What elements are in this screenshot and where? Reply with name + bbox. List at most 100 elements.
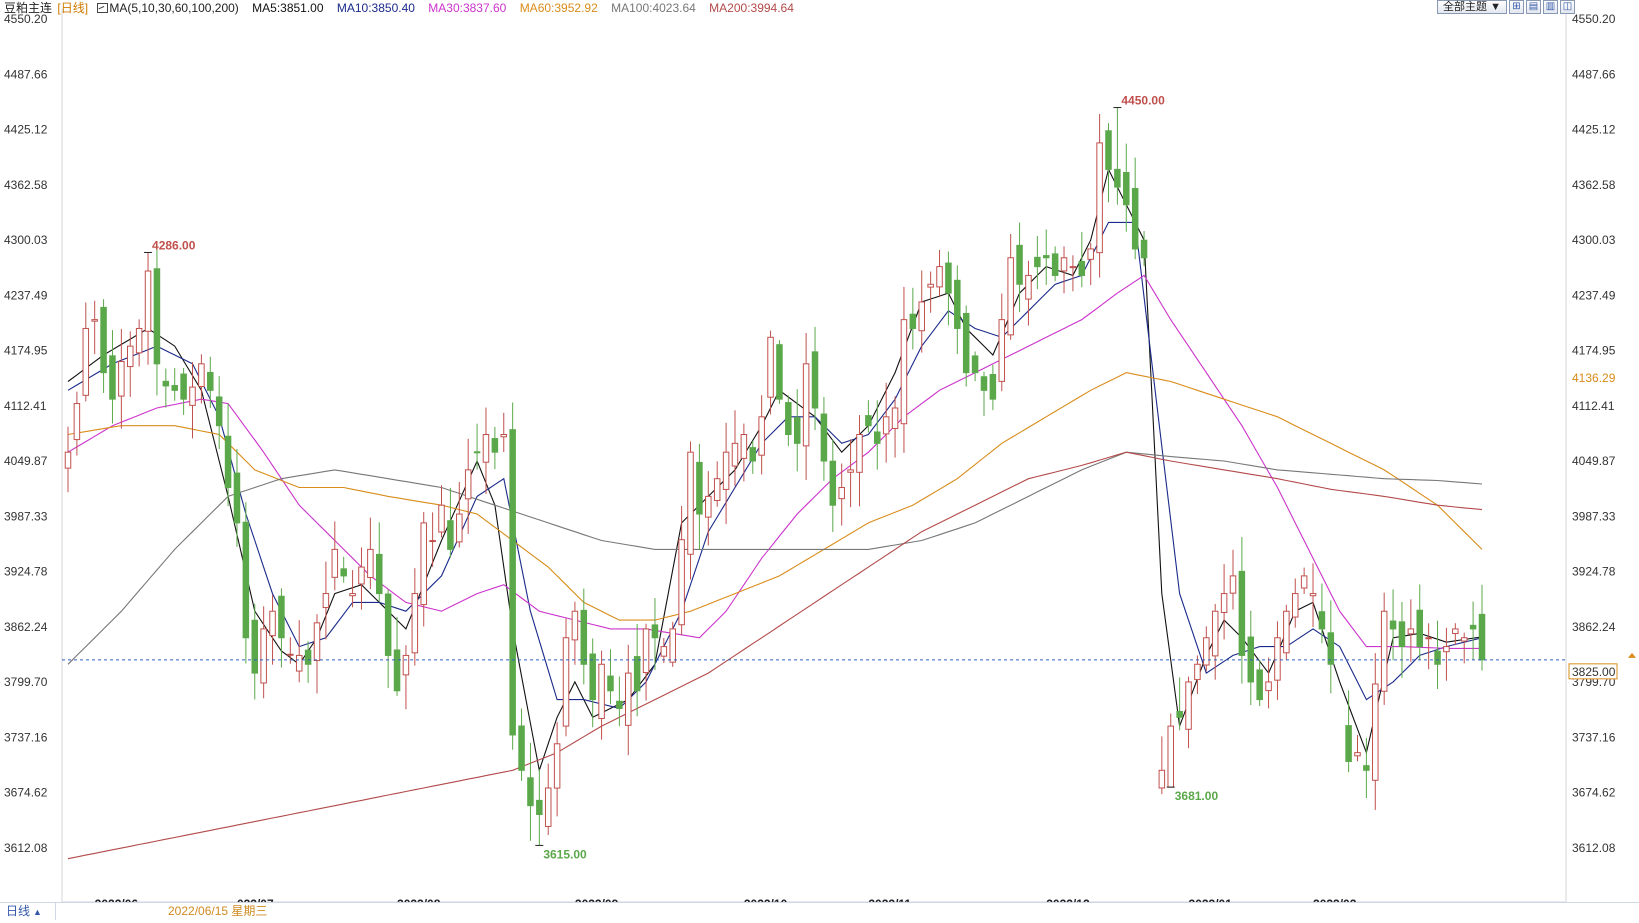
candle-up: [1274, 637, 1281, 681]
ma-params[interactable]: MA(5,10,30,60,100,200): [97, 1, 239, 15]
candle-up: [411, 593, 419, 654]
candle-down: [589, 653, 596, 701]
candle-up: [856, 434, 863, 473]
y-tick-label-right: 3612.08: [1572, 841, 1616, 855]
candle-up: [758, 416, 765, 456]
y-tick-label-left: 4237.49: [4, 288, 48, 302]
candle-up: [900, 319, 908, 425]
candle-up: [998, 319, 1006, 382]
symbol-name[interactable]: 豆粕主连: [4, 1, 53, 15]
candle-down: [1256, 669, 1263, 701]
theme-select[interactable]: 全部主题 ▼: [1437, 0, 1507, 14]
candle-down: [874, 431, 881, 444]
y-tick-label-left: 3862.24: [4, 620, 48, 634]
y-tick-label-left: 4550.20: [4, 12, 48, 26]
candle-down: [376, 553, 383, 595]
period-selector[interactable]: 日线 ▲: [0, 903, 56, 920]
candle-up: [189, 386, 196, 406]
y-tick-label-right: 4362.58: [1572, 178, 1616, 192]
candle-up: [1211, 610, 1219, 657]
candle-up: [802, 363, 810, 447]
candle-up: [1220, 593, 1228, 614]
chart-header: 豆粕主连 [日线] MA(5,10,30,60,100,200) MA5:385…: [4, 1, 804, 15]
candle-down: [1051, 253, 1059, 276]
ma10-value: MA10:3850.40: [336, 1, 415, 15]
high-price-label: 4286.00: [152, 238, 196, 252]
moving-average-lines: [67, 167, 1483, 860]
window-icon[interactable]: ◫: [1560, 0, 1575, 14]
candle-up: [891, 407, 899, 429]
candle-up: [198, 363, 205, 387]
y-tick-label-left: 3987.33: [4, 509, 48, 523]
candle-up: [367, 548, 374, 578]
candle-up: [1380, 610, 1388, 692]
candle-down: [811, 351, 819, 409]
y-tick-label-left: 4487.66: [4, 67, 48, 81]
candle-down: [989, 374, 997, 400]
candle-down: [909, 313, 917, 329]
candle-up: [144, 270, 152, 332]
candle-up: [1443, 646, 1450, 653]
candle-up: [260, 628, 267, 684]
y-tick-label-right: 3987.33: [1572, 509, 1616, 523]
candle-up: [358, 566, 365, 585]
candle-down: [1327, 632, 1335, 665]
candle-down: [215, 396, 223, 427]
candle-down: [1140, 239, 1148, 259]
candle-down: [1123, 172, 1130, 206]
candle-up: [1158, 769, 1166, 789]
y-tick-label-right: 3737.16: [1572, 730, 1616, 744]
candle-down: [1105, 130, 1112, 170]
y-tick-label-left: 4049.87: [4, 454, 48, 468]
candle-down: [242, 521, 250, 639]
candle-up: [838, 487, 845, 500]
candle-up: [64, 451, 72, 469]
candle-down: [1114, 168, 1121, 188]
candle-down: [233, 472, 241, 524]
y-tick-label-right: 4049.87: [1572, 454, 1616, 468]
candle-down: [962, 312, 970, 374]
candle-down: [340, 568, 347, 577]
candle-down: [1478, 613, 1486, 661]
candles: [64, 107, 1486, 846]
candle-down: [1416, 609, 1424, 648]
candle-down: [162, 380, 170, 387]
candle-up: [1372, 683, 1379, 781]
candle-up: [847, 469, 854, 473]
grid-icon[interactable]: ⊞: [1509, 0, 1524, 14]
candle-up: [1185, 681, 1192, 730]
candle-down: [251, 619, 259, 674]
candle-up: [1265, 681, 1272, 692]
candle-up: [1452, 628, 1459, 635]
current-price-badge: [1568, 663, 1618, 680]
candle-down: [473, 451, 481, 454]
y-tick-label-left: 4112.41: [4, 399, 47, 413]
candle-down: [829, 460, 837, 506]
y-tick-label-right: 4112.41: [1572, 399, 1615, 413]
candle-up: [767, 336, 774, 398]
y-tick-label-left: 3924.78: [4, 565, 48, 579]
candle-up: [1069, 266, 1077, 269]
layout-alt-icon[interactable]: ▥: [1543, 0, 1558, 14]
candle-down: [945, 262, 952, 294]
candle-down: [633, 656, 641, 692]
candle-up: [705, 495, 712, 518]
candle-down: [1176, 710, 1183, 718]
candle-down: [491, 438, 499, 453]
layout-icon[interactable]: ▤: [1526, 0, 1541, 14]
y-tick-label-left: 4425.12: [4, 123, 48, 137]
y-tick-label-right: 4174.95: [1572, 344, 1616, 358]
candle-up: [553, 743, 561, 789]
candle-down: [820, 413, 828, 462]
candle-down: [1345, 725, 1352, 762]
candle-down: [696, 461, 703, 515]
candle-up: [1309, 593, 1317, 597]
candle-up: [918, 301, 925, 332]
ma-line-ma10: [67, 221, 1483, 710]
candle-up: [1194, 663, 1201, 681]
candle-up: [1025, 274, 1032, 300]
candle-up: [482, 434, 490, 463]
candle-up: [295, 654, 303, 672]
ma200-value: MA200:3994.64: [709, 1, 794, 15]
y-tick-label-left: 3799.70: [4, 675, 48, 689]
